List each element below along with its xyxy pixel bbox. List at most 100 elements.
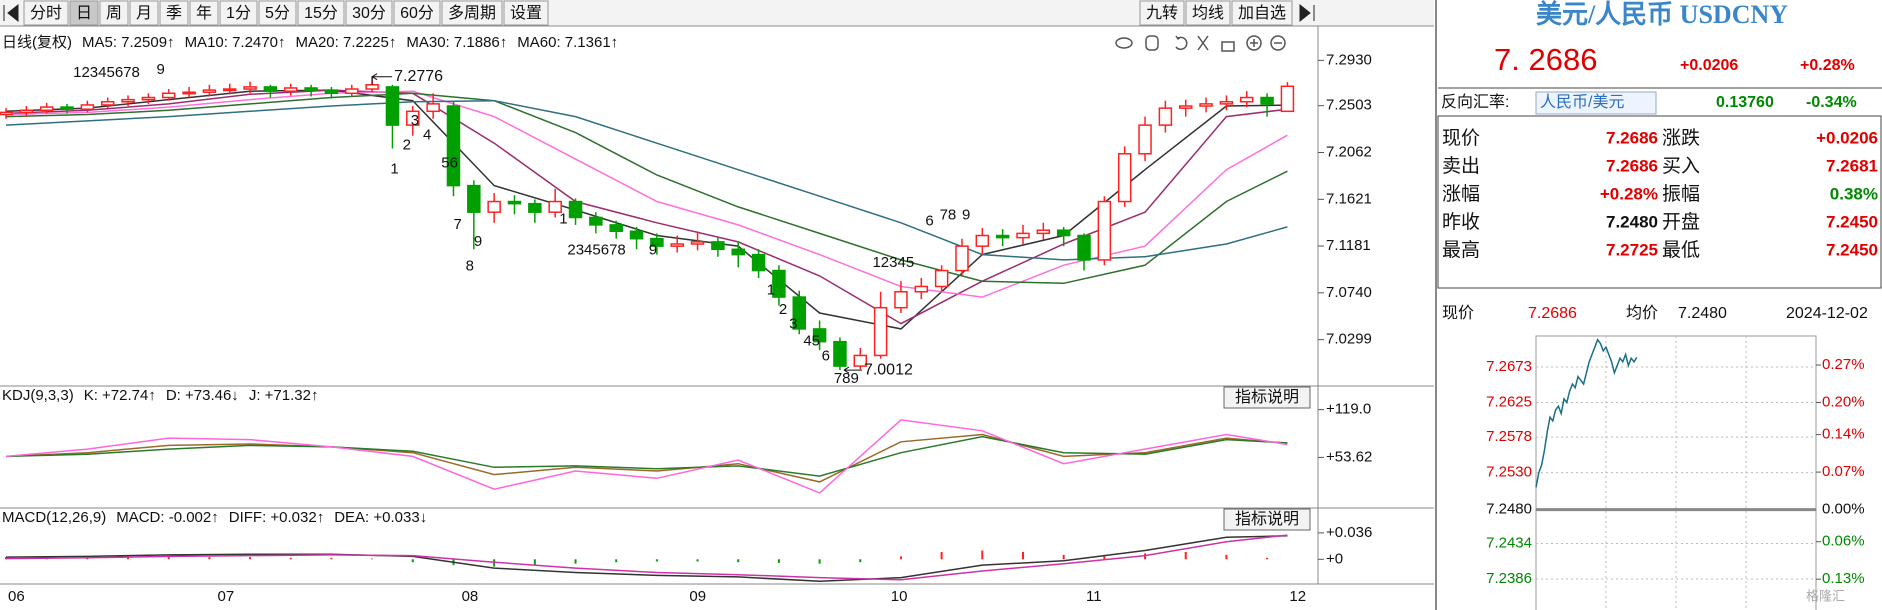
hand-icon[interactable]: [1145, 35, 1159, 51]
collapse-icon[interactable]: [3, 3, 19, 23]
tool-button[interactable]: [1185, 0, 1231, 26]
period-button-label[interactable]: 年: [196, 4, 212, 22]
field-label: 买入: [1662, 156, 1700, 177]
y-tick-label: 7.2386: [1486, 570, 1532, 587]
period-button[interactable]: [219, 0, 258, 26]
period-button[interactable]: [258, 0, 297, 26]
period-button-label[interactable]: 设置: [510, 4, 542, 22]
chart-tools[interactable]: [1115, 35, 1286, 52]
intraday-avg: 7.2480: [1678, 305, 1727, 322]
lock-icon[interactable]: [1221, 41, 1235, 52]
field-label: 最低: [1662, 239, 1700, 261]
y-tick-label: 7.2578: [1486, 428, 1532, 445]
legend-item: K: +72.74↑: [84, 387, 156, 404]
tool-button-label[interactable]: 九转: [1146, 4, 1178, 22]
period-button[interactable]: [159, 0, 189, 26]
sequence-label: 9: [474, 233, 482, 250]
tool-button-label[interactable]: 加自选: [1238, 4, 1286, 22]
tool-button[interactable]: [1139, 0, 1185, 26]
candle-body: [324, 89, 339, 95]
period-button[interactable]: [69, 0, 99, 26]
undo-icon[interactable]: [1175, 35, 1188, 51]
period-button-label[interactable]: 15分: [304, 4, 338, 22]
x-tick-label: 12: [1289, 588, 1306, 605]
zoom-out-icon[interactable]: [1270, 35, 1286, 51]
sequence-label: 7: [453, 216, 461, 233]
period-button-label[interactable]: 分时: [30, 4, 62, 22]
legend-item: J: +71.32↑: [249, 387, 319, 404]
period-button-label[interactable]: 季: [166, 4, 182, 22]
sequence-label: 3: [789, 316, 797, 333]
period-button[interactable]: [393, 0, 441, 26]
sequence-label: 56: [441, 154, 458, 171]
period-button-label[interactable]: 30分: [352, 4, 386, 22]
indicator-help-button[interactable]: [1223, 386, 1311, 409]
sequence-label: 2: [403, 136, 411, 153]
indicator-line: [5, 419, 1288, 494]
candle-body: [1260, 96, 1274, 105]
field-label: 现价: [1442, 128, 1480, 149]
field-label: 振幅: [1662, 183, 1700, 205]
eye-icon[interactable]: [1115, 37, 1133, 49]
period-button-label[interactable]: 多周期: [448, 4, 496, 22]
period-button[interactable]: [99, 0, 129, 26]
period-button[interactable]: [297, 0, 345, 26]
field-label: 昨收: [1442, 211, 1480, 233]
y2-tick-label: 0.06%: [1822, 533, 1865, 550]
period-button-label[interactable]: 5分: [265, 4, 290, 22]
sequence-label: 9: [157, 61, 165, 78]
period-button[interactable]: [345, 0, 393, 26]
candle-body: [487, 200, 501, 213]
intraday-price: 7.2686: [1528, 305, 1577, 322]
tool-button[interactable]: [1231, 0, 1293, 26]
expand-icon[interactable]: [1299, 3, 1315, 23]
candle-body: [975, 234, 990, 247]
y-tick-label: 7.2503: [1326, 97, 1372, 114]
candle-body: [345, 88, 359, 95]
field-value: 7.2450: [1826, 212, 1878, 231]
indicator-help-label[interactable]: 指标说明: [1235, 510, 1299, 528]
candle-body: [1097, 200, 1112, 261]
period-button[interactable]: [129, 0, 159, 26]
y2-tick-label: 0.07%: [1822, 463, 1865, 480]
reverse-pair-box[interactable]: [1535, 91, 1657, 115]
intraday-date: 2024-12-02: [1786, 305, 1868, 322]
y-tick-label: 7.2673: [1486, 358, 1532, 375]
legend-item: MA5: 7.2509↑: [82, 34, 175, 51]
period-button[interactable]: [23, 0, 69, 26]
quote-title: 美元/人民币 USDCNY: [1536, 0, 1788, 29]
reverse-pair[interactable]: 人民币/美元: [1540, 93, 1624, 111]
x-tick-label: 09: [689, 588, 706, 605]
y-tick-label: 7.0740: [1326, 284, 1372, 301]
period-button-label[interactable]: 60分: [400, 4, 434, 22]
tool-button-label[interactable]: 均线: [1192, 4, 1224, 22]
period-button-label[interactable]: 周: [106, 5, 122, 22]
cut-icon[interactable]: [1197, 35, 1209, 51]
candle-body: [1036, 229, 1051, 235]
period-button[interactable]: [441, 0, 503, 26]
y-tick-label: 7.0299: [1326, 331, 1372, 348]
reverse-label: 反向汇率:: [1441, 93, 1509, 111]
y-tick-label: 7.2480: [1486, 501, 1532, 518]
y2-tick-label: 0.20%: [1822, 393, 1865, 410]
field-value: 7.2686: [1606, 156, 1658, 175]
indicator-help-button[interactable]: [1223, 508, 1311, 531]
field-value: 7.2725: [1606, 240, 1658, 259]
sequence-label: 9: [962, 206, 970, 223]
indicator-help-label[interactable]: 指标说明: [1235, 388, 1299, 406]
period-button-label[interactable]: 1分: [226, 4, 251, 22]
period-button-label[interactable]: 月: [136, 5, 152, 22]
candle-body: [1219, 101, 1234, 105]
period-button[interactable]: [503, 0, 549, 26]
candle-body: [385, 86, 400, 126]
candle-body: [894, 291, 908, 309]
legend-item: MA30: 7.1886↑: [406, 34, 507, 51]
zoom-in-icon[interactable]: [1246, 35, 1262, 51]
period-button-label[interactable]: 日: [76, 5, 92, 22]
y-tick-label: 7.2625: [1486, 393, 1532, 410]
candle-body: [1280, 85, 1295, 113]
sequence-label: 2345678: [567, 241, 625, 258]
indicator-line: [5, 435, 1288, 477]
period-button[interactable]: [189, 0, 219, 26]
sequence-label: 8: [466, 257, 474, 274]
